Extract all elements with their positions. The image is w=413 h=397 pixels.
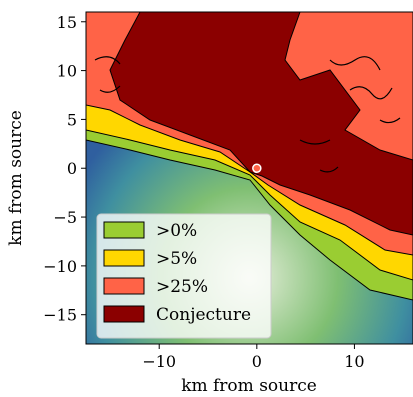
legend-label: >25% — [156, 277, 208, 297]
y-axis-ticks: 15 10 5 0 −5 −10 −15 — [43, 13, 86, 325]
y-tick-label: −15 — [43, 306, 77, 325]
legend-label: >0% — [156, 221, 197, 241]
legend-swatch — [103, 221, 145, 239]
plot-area — [86, 12, 413, 344]
x-tick-label: −10 — [142, 352, 176, 371]
y-tick-label: 15 — [57, 13, 77, 32]
legend-label: >5% — [156, 249, 197, 269]
legend-swatch — [103, 277, 145, 295]
y-tick-label: 10 — [57, 62, 77, 81]
y-axis-label: km from source — [6, 110, 26, 246]
legend-label: Conjecture — [156, 305, 251, 325]
legend-swatch — [103, 305, 145, 323]
x-axis-label: km from source — [181, 376, 317, 396]
x-tick-label: 0 — [252, 352, 262, 371]
legend-swatch — [103, 249, 145, 267]
contour-lines — [94, 56, 401, 173]
y-tick-label: 0 — [67, 159, 77, 178]
source-point-marker — [252, 163, 262, 173]
plot-frame — [85, 11, 413, 345]
legend: >0% >5% >25% Conjecture — [96, 213, 272, 339]
y-tick-label: −5 — [53, 208, 77, 227]
y-tick-label: −10 — [43, 257, 77, 276]
x-axis-ticks: −10 0 10 — [142, 344, 365, 371]
x-tick-label: 10 — [344, 352, 364, 371]
y-tick-label: 5 — [67, 110, 77, 129]
zone-conjecture — [109, 12, 413, 236]
